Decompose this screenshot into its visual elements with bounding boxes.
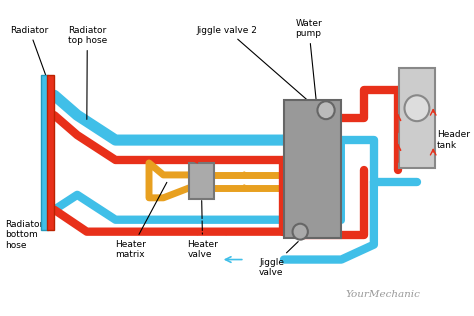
Bar xyxy=(284,100,341,238)
Text: Jiggle valve 2: Jiggle valve 2 xyxy=(197,26,319,110)
Circle shape xyxy=(292,224,308,240)
Text: YourMechanic: YourMechanic xyxy=(345,290,420,299)
Text: Heater
valve: Heater valve xyxy=(187,201,218,259)
Text: Radiator
bottom
hose: Radiator bottom hose xyxy=(6,211,52,250)
Text: Water
pump: Water pump xyxy=(295,19,322,100)
Circle shape xyxy=(404,95,429,121)
Text: Jiggle
valve: Jiggle valve xyxy=(259,241,298,277)
Bar xyxy=(41,75,48,230)
Text: Radiator: Radiator xyxy=(10,26,48,78)
Bar xyxy=(189,163,214,199)
Circle shape xyxy=(318,101,335,119)
Text: Header
tank: Header tank xyxy=(437,131,470,150)
Text: Radiator
top hose: Radiator top hose xyxy=(68,26,107,119)
Text: Heater
matrix: Heater matrix xyxy=(116,182,167,259)
Bar xyxy=(47,75,55,230)
Bar xyxy=(399,68,435,168)
